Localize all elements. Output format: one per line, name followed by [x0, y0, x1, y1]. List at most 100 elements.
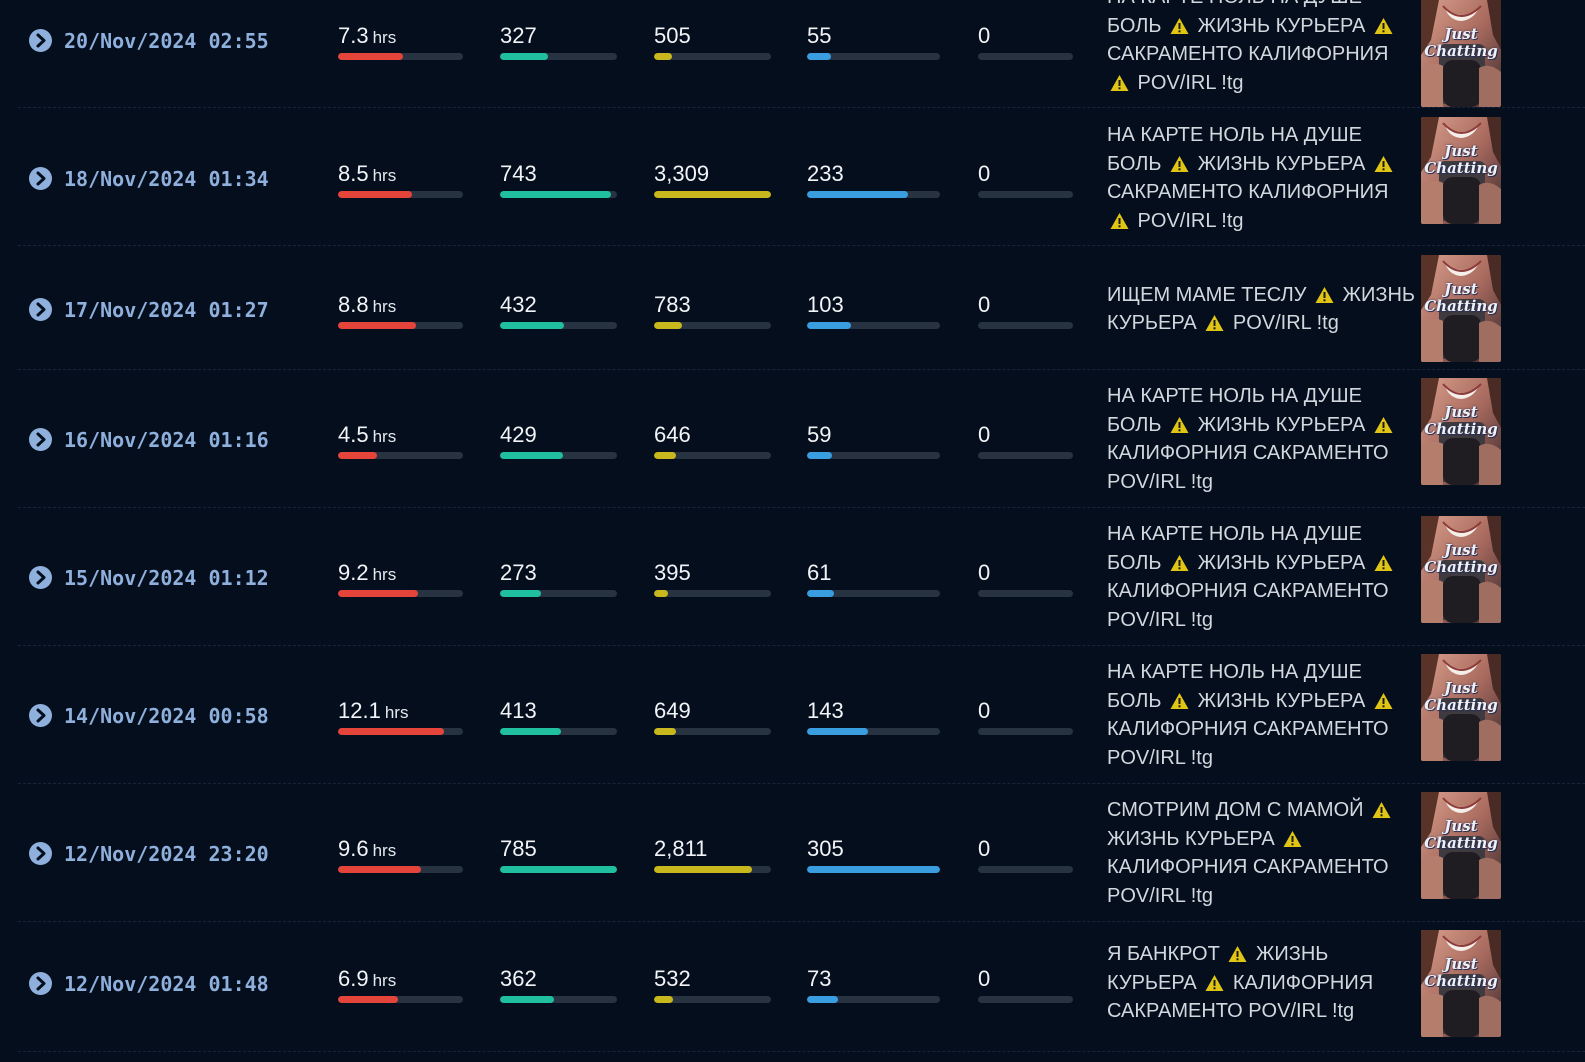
category-word: Just — [1444, 280, 1478, 298]
duration-unit: hrs — [384, 703, 409, 722]
avg-viewers-cell: 429 — [500, 422, 617, 459]
subs-value: 0 — [978, 966, 990, 992]
followers-cell: 143 — [807, 698, 940, 735]
stream-title: ИЩЕМ МАМЕ ТЕСЛУ ЖИЗНЬ КУРЬЕРА POV/IRL !tg — [1107, 281, 1419, 338]
followers-bar-fill — [807, 590, 834, 597]
category-thumbnail[interactable]: Just Chatting — [1421, 378, 1501, 485]
title-text: ЖИЗНЬ КУРЬЕРА — [1107, 827, 1281, 850]
subs-bar-track — [978, 53, 1073, 60]
duration-bar-fill — [338, 322, 416, 329]
stream-row[interactable]: 16/Nov/2024 01:16 4.5 hrs 429 646 59 0 НА КАРТЕ… — [0, 370, 1585, 508]
stream-date-link[interactable]: 14/Nov/2024 00:58 — [64, 704, 269, 728]
followers-bar-fill — [807, 866, 940, 873]
stream-row[interactable]: 17/Nov/2024 01:27 8.8 hrs 432 783 103 0 ИЩЕМ МА… — [0, 246, 1585, 370]
category-thumbnail[interactable]: Just Chatting — [1421, 930, 1501, 1037]
stream-date-link[interactable]: 16/Nov/2024 01:16 — [64, 428, 269, 452]
stream-date-link[interactable]: 18/Nov/2024 01:34 — [64, 167, 269, 191]
followers-value: 233 — [807, 161, 844, 187]
followers-value: 103 — [807, 292, 844, 318]
duration-cell: 9.6 hrs — [338, 836, 463, 873]
expand-chevron-icon[interactable] — [29, 972, 52, 995]
warning-icon — [1205, 972, 1224, 991]
stream-title-line: БОЛЬ ЖИЗНЬ КУРЬЕРА — [1107, 687, 1419, 716]
duration-cell: 4.5 hrs — [338, 422, 463, 459]
stream-title: Я БАНКРОТ ЖИЗНЬ КУРЬЕРА КАЛИФОРНИЯ САКРАМЕ… — [1107, 940, 1419, 1026]
stream-title-line: БОЛЬ ЖИЗНЬ КУРЬЕРА — [1107, 12, 1419, 41]
category-thumbnail[interactable]: Just Chatting — [1421, 516, 1501, 623]
followers-bar-fill — [807, 322, 851, 329]
expand-chevron-icon[interactable] — [29, 566, 52, 589]
stream-title-line: СМОТРИМ ДОМ С МАМОЙ — [1107, 796, 1419, 825]
expand-chevron-icon[interactable] — [29, 704, 52, 727]
title-text: POV/IRL !tg — [1132, 71, 1244, 94]
title-text: ЖИЗНЬ — [1336, 283, 1416, 306]
avg-viewers-number: 327 — [500, 23, 537, 48]
warning-icon — [1374, 15, 1393, 34]
stream-date-link[interactable]: 17/Nov/2024 01:27 — [64, 298, 269, 322]
duration-bar-track — [338, 866, 463, 873]
warning-icon — [1170, 153, 1189, 172]
expand-chevron-icon[interactable] — [29, 167, 52, 190]
duration-value: 4.5 hrs — [338, 422, 396, 448]
followers-bar-track — [807, 866, 940, 873]
stream-row[interactable]: 12/Nov/2024 23:20 9.6 hrs 785 2,811 305 0 СМОТР… — [0, 784, 1585, 922]
followers-bar-track — [807, 452, 940, 459]
category-thumbnail[interactable]: Just Chatting — [1421, 654, 1501, 761]
expand-chevron-icon[interactable] — [29, 298, 52, 321]
peak-viewers-bar-track — [654, 53, 771, 60]
followers-cell: 59 — [807, 422, 940, 459]
category-thumbnail[interactable]: Just Chatting — [1421, 255, 1501, 362]
category-word: Chatting — [1424, 420, 1498, 438]
category-word: Chatting — [1424, 159, 1498, 177]
stream-row[interactable]: 12/Nov/2024 01:48 6.9 hrs 362 532 73 0 Я БАНКРО… — [0, 922, 1585, 1052]
stream-title-line: КАЛИФОРНИЯ САКРАМЕНТО — [1107, 715, 1419, 744]
expand-chevron-icon[interactable] — [29, 428, 52, 451]
stream-date-link[interactable]: 20/Nov/2024 02:55 — [64, 29, 269, 53]
stream-title-line: НА КАРТЕ НОЛЬ НА ДУШЕ — [1107, 0, 1419, 12]
avg-viewers-number: 273 — [500, 560, 537, 585]
duration-bar-fill — [338, 590, 418, 597]
duration-cell: 9.2 hrs — [338, 560, 463, 597]
warning-icon — [1170, 15, 1189, 34]
stream-date-link[interactable]: 12/Nov/2024 23:20 — [64, 842, 269, 866]
avg-viewers-cell: 432 — [500, 292, 617, 329]
followers-cell: 233 — [807, 161, 940, 198]
subs-bar-track — [978, 452, 1073, 459]
duration-value: 8.8 hrs — [338, 292, 396, 318]
followers-bar-track — [807, 322, 940, 329]
stream-row[interactable]: 15/Nov/2024 01:12 9.2 hrs 273 395 61 0 НА КАРТЕ… — [0, 508, 1585, 646]
stream-title-line: ЖИЗНЬ КУРЬЕРА — [1107, 825, 1419, 854]
avg-viewers-number: 432 — [500, 292, 537, 317]
category-word: Chatting — [1424, 972, 1498, 990]
title-text: ЖИЗНЬ КУРЬЕРА — [1192, 14, 1371, 37]
stream-title-line: НА КАРТЕ НОЛЬ НА ДУШЕ — [1107, 520, 1419, 549]
duration-number: 8.5 — [338, 161, 369, 186]
warning-icon — [1170, 414, 1189, 433]
category-thumbnail[interactable]: Just Chatting — [1421, 792, 1501, 899]
stream-row[interactable]: 14/Nov/2024 00:58 12.1 hrs 413 649 143 0 НА КАР… — [0, 646, 1585, 784]
warning-icon — [1283, 828, 1302, 847]
subs-number: 0 — [978, 698, 991, 723]
title-text: КАЛИФОРНИЯ САКРАМЕНТО — [1107, 718, 1389, 740]
stream-date-link[interactable]: 15/Nov/2024 01:12 — [64, 566, 269, 590]
row-divider — [18, 507, 1585, 508]
category-word: Just — [1444, 541, 1478, 559]
duration-bar-track — [338, 322, 463, 329]
peak-viewers-number: 2,811 — [654, 836, 708, 861]
category-thumbnail[interactable]: Just Chatting — [1421, 117, 1501, 224]
category-thumbnail[interactable]: Just Chatting — [1421, 0, 1501, 107]
subs-value: 0 — [978, 698, 990, 724]
expand-chevron-icon[interactable] — [29, 29, 52, 52]
duration-value: 9.6 hrs — [338, 836, 396, 862]
stream-row[interactable]: 18/Nov/2024 01:34 8.5 hrs 743 3,309 233 0 НА КА… — [0, 108, 1585, 246]
followers-bar-fill — [807, 996, 838, 1003]
followers-bar-fill — [807, 191, 909, 198]
stream-date-link[interactable]: 12/Nov/2024 01:48 — [64, 972, 269, 996]
expand-chevron-icon[interactable] — [29, 842, 52, 865]
subs-cell: 0 — [978, 422, 1073, 459]
followers-number: 55 — [807, 23, 832, 48]
peak-viewers-cell: 532 — [654, 966, 771, 1003]
